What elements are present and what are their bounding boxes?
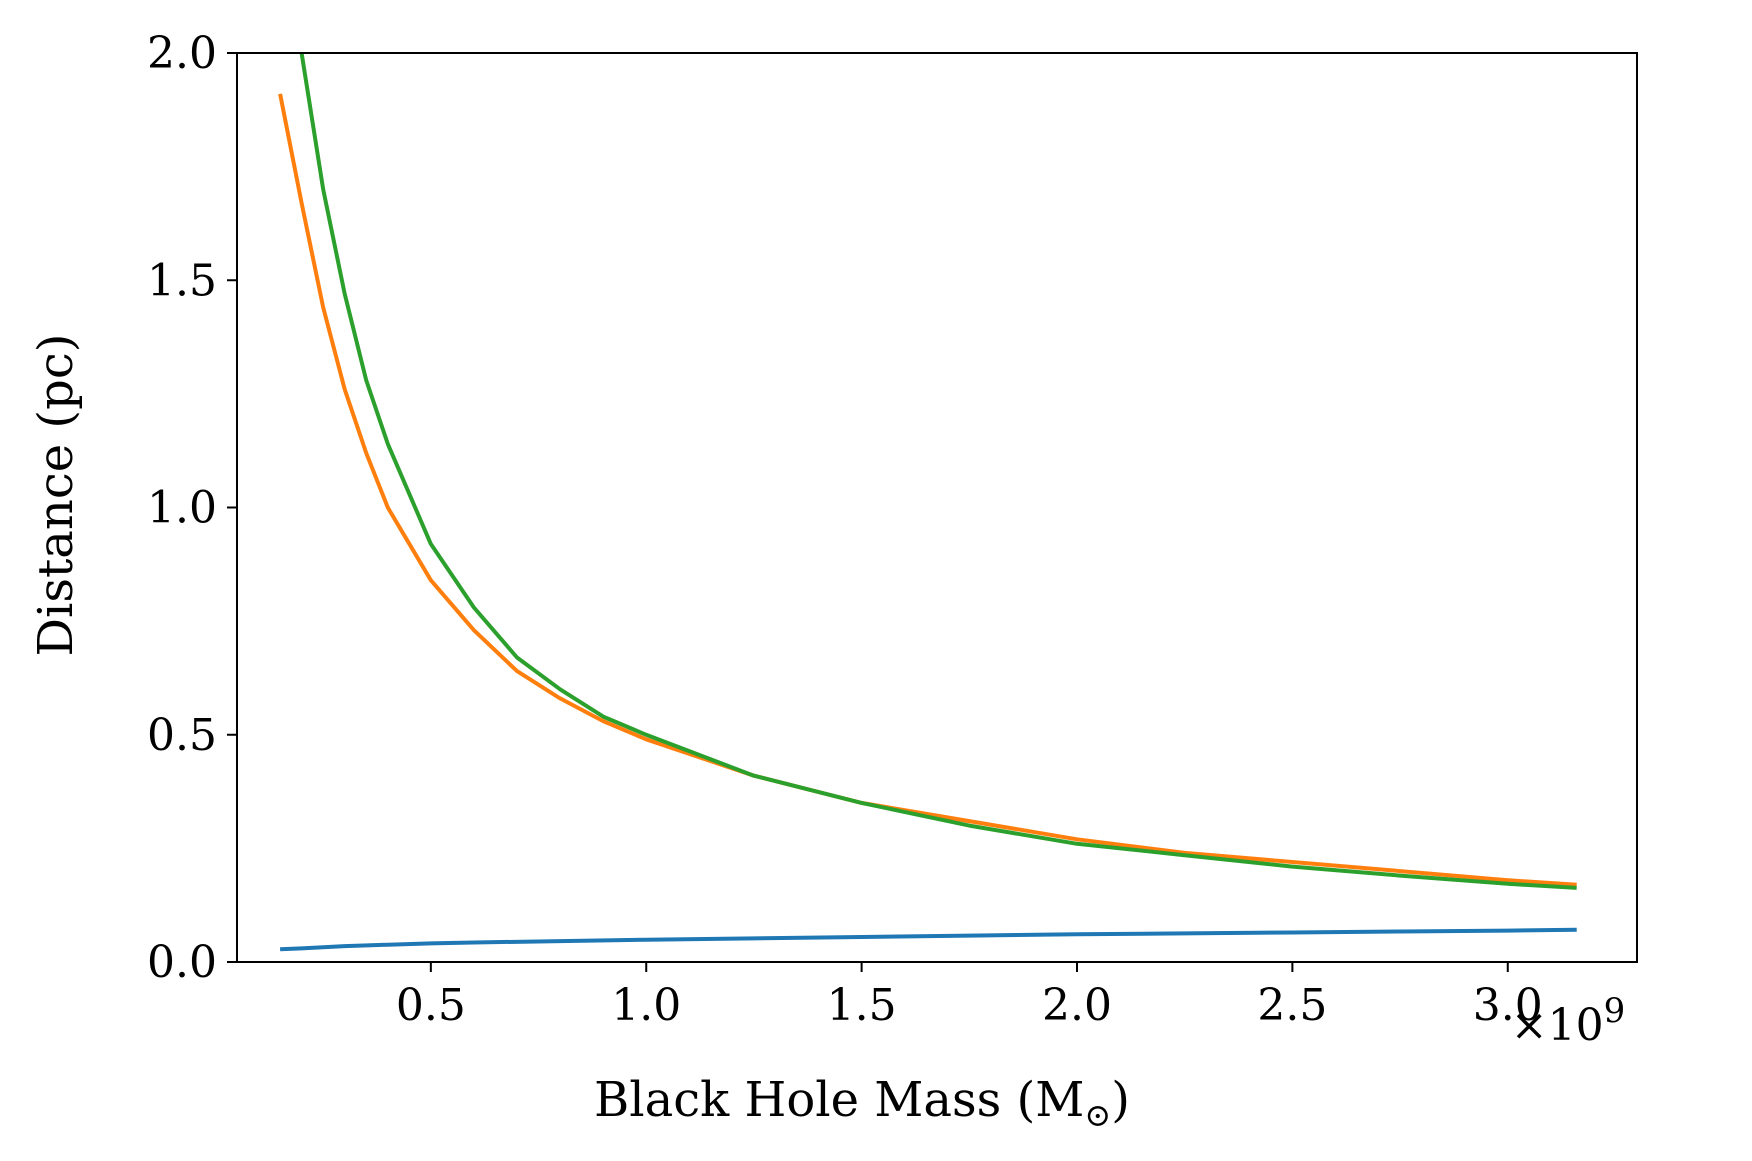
plot-area [237, 53, 1637, 962]
series-3-line [299, 53, 1577, 890]
y-axis-label: Distance (pc) [28, 334, 84, 657]
y-tick-label: 1.5 [147, 255, 217, 306]
y-tick-label: 0.5 [147, 710, 217, 761]
x-scale-factor: ×109 [1511, 991, 1626, 1051]
series-layer [278, 53, 1577, 952]
series-2-line [278, 93, 1577, 887]
y-axis: 0.0 0.5 1.0 1.5 2.0 [147, 28, 237, 988]
y-tick-label: 2.0 [147, 28, 217, 79]
x-tick-label: 3.0 [1473, 980, 1543, 1031]
x-axis-label: Black Hole Mass (M⊙) [594, 1072, 1130, 1134]
y-tick-label: 1.0 [147, 483, 217, 534]
y-tick-label: 0.0 [147, 937, 217, 988]
x-axis: 0.5 1.0 1.5 2.0 2.5 3.0 [396, 962, 1543, 1031]
series-1-line [280, 927, 1577, 952]
x-tick-label: 2.0 [1042, 980, 1112, 1031]
x-tick-label: 0.5 [396, 980, 466, 1031]
x-tick-label: 2.5 [1257, 980, 1327, 1031]
x-tick-label: 1.0 [611, 980, 681, 1031]
plot-frame [236, 52, 1638, 963]
x-tick-label: 1.5 [827, 980, 897, 1031]
